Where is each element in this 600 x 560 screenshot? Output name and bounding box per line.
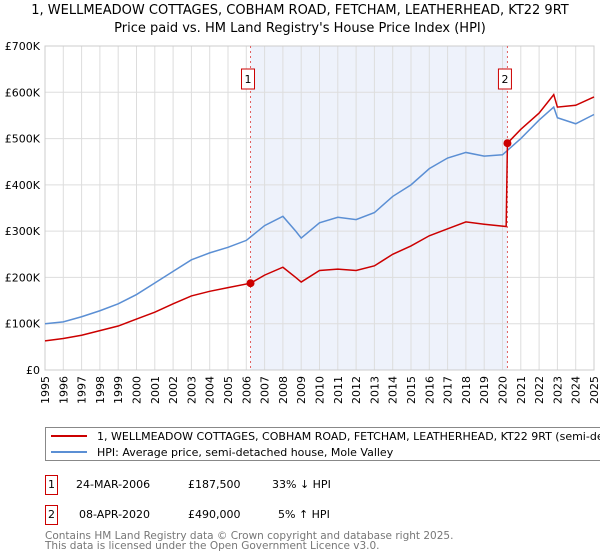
x-tick-label: 2014: [387, 376, 400, 404]
sale-hpi-diff: 5% ↑ HPI: [278, 508, 330, 521]
x-tick-label: 2017: [442, 376, 455, 404]
y-tick-label: £300K: [5, 225, 41, 238]
x-tick-label: 2013: [368, 376, 381, 404]
x-tick-label: 2022: [533, 376, 546, 404]
x-tick-label: 2023: [551, 376, 564, 404]
x-tick-label: 2002: [167, 376, 180, 404]
sale-date: 24-MAR-2006: [76, 478, 151, 491]
x-tick-label: 2015: [405, 376, 418, 404]
chart-subtitle: Price paid vs. HM Land Registry's House …: [114, 21, 486, 36]
y-tick-label: £700K: [5, 40, 41, 53]
sale-date: 08-APR-2020: [79, 508, 151, 521]
x-tick-label: 2020: [497, 376, 510, 404]
sale-hpi-diff: 33% ↓ HPI: [272, 478, 331, 491]
footer-line: Contains HM Land Registry data © Crown c…: [45, 530, 454, 542]
x-tick-label: 2005: [222, 376, 235, 404]
x-tick-label: 2019: [478, 376, 491, 404]
sale-badge: 2: [45, 505, 58, 525]
x-tick-label: 1995: [39, 376, 52, 404]
x-tick-label: 2024: [570, 376, 583, 404]
x-tick-label: 2010: [314, 376, 327, 404]
legend-swatch-blue: [51, 451, 87, 453]
legend-item-hpi: HPI: Average price, semi-detached house,…: [51, 444, 393, 460]
x-tick-label: 2004: [204, 376, 217, 404]
legend-label: 1, WELLMEADOW COTTAGES, COBHAM ROAD, FET…: [97, 429, 600, 443]
x-tick-label: 2000: [131, 376, 144, 404]
x-tick-label: 1998: [94, 376, 107, 404]
legend-label: HPI: Average price, semi-detached house,…: [97, 445, 394, 459]
sale-price: £490,000: [188, 508, 241, 521]
x-tick-label: 1999: [112, 376, 125, 404]
x-tick-label: 1997: [76, 376, 89, 404]
x-tick-label: 2003: [185, 376, 198, 404]
sale-point: [246, 279, 255, 288]
legend-item-property: 1, WELLMEADOW COTTAGES, COBHAM ROAD, FET…: [51, 428, 600, 444]
sale-label: 1: [245, 73, 252, 86]
x-tick-label: 2011: [332, 376, 345, 404]
sale-badge: 1: [45, 475, 58, 495]
y-tick-label: £100K: [5, 318, 41, 331]
sale-label-box: [241, 68, 256, 90]
sale-point: [503, 139, 512, 148]
sale-label: 2: [501, 73, 508, 86]
chart-title: 1, WELLMEADOW COTTAGES, COBHAM ROAD, FET…: [31, 3, 569, 18]
price-chart: 1995 1996 1997 1998 1999 2000 2001 2002 2003 2004…: [5, 40, 600, 404]
x-tick-label: 2009: [295, 376, 308, 404]
property-price-line: [44, 92, 595, 342]
y-tick-label: £600K: [5, 86, 41, 99]
x-tick-label: 2021: [515, 376, 528, 404]
x-tick-label: 2012: [350, 376, 363, 404]
hpi-line: [44, 105, 595, 325]
sale-price: £187,500: [188, 478, 241, 491]
y-tick-label: £400K: [5, 179, 41, 192]
y-tick-label: £500K: [5, 133, 41, 146]
x-tick-label: 1996: [57, 376, 70, 404]
plot-border: [44, 45, 595, 371]
x-tick-label: 2001: [149, 376, 162, 404]
legend: 1, WELLMEADOW COTTAGES, COBHAM ROAD, FET…: [45, 427, 600, 461]
y-tick-label: £0: [26, 364, 40, 377]
x-tick-label: 2006: [240, 376, 253, 404]
sale-label-box: [497, 68, 512, 90]
footer-line: This data is licensed under the Open Gov…: [45, 540, 380, 552]
x-tick-label: 2008: [277, 376, 290, 404]
x-tick-label: 2018: [460, 376, 473, 404]
x-tick-label: 2025: [588, 376, 600, 404]
x-tick-label: 2007: [259, 376, 272, 404]
y-tick-label: £200K: [5, 271, 41, 284]
footer: Contains HM Land Registry data © Crown c…: [45, 530, 454, 552]
x-tick-label: 2016: [423, 376, 436, 404]
legend-swatch-red: [51, 435, 87, 437]
